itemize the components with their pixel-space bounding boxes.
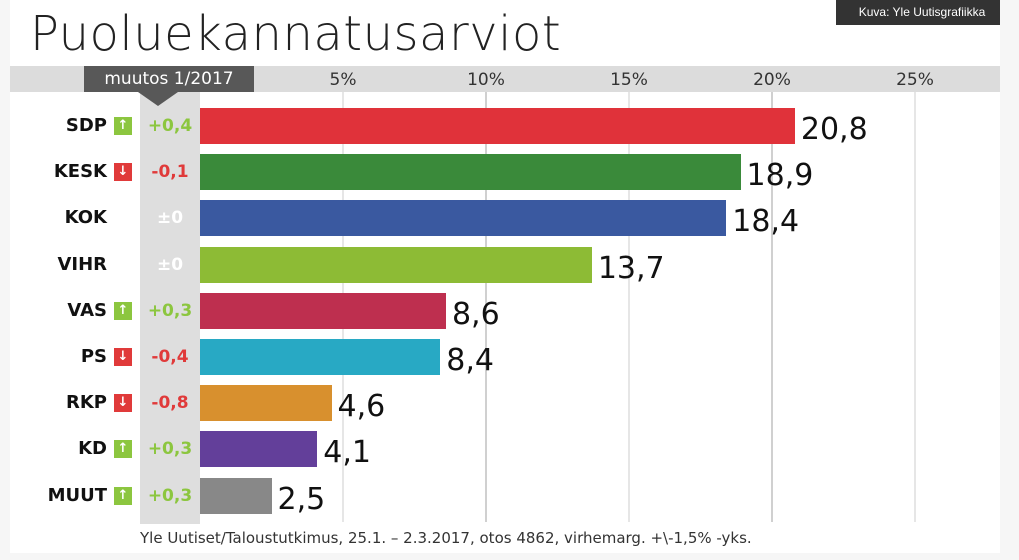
change-value: -0,8 bbox=[151, 393, 189, 414]
change-value: +0,3 bbox=[147, 439, 193, 460]
party-label: SDP bbox=[65, 115, 107, 136]
party-label: RKP bbox=[65, 392, 107, 414]
arrow-down-icon: ↓ bbox=[114, 394, 132, 413]
change-value: ±0 bbox=[156, 208, 184, 229]
value-label: 13,7 bbox=[597, 250, 665, 286]
value-label: 18,9 bbox=[746, 158, 814, 194]
value-label: 20,8 bbox=[800, 112, 868, 147]
party-label: KESK bbox=[53, 161, 107, 183]
gridline bbox=[628, 92, 630, 522]
gridline bbox=[485, 92, 487, 522]
x-tick-label: 15% bbox=[610, 70, 648, 90]
change-value: +0,3 bbox=[147, 300, 193, 321]
bar bbox=[200, 246, 592, 283]
bar bbox=[200, 431, 318, 468]
party-label: VAS bbox=[67, 299, 107, 321]
arrow-down-icon: ↓ bbox=[114, 163, 132, 182]
arrow-up-icon: ↑ bbox=[114, 301, 132, 320]
arrow-up-icon: ↑ bbox=[114, 486, 132, 505]
change-header-pointer bbox=[138, 92, 178, 106]
source-note: Yle Uutiset/Taloustutkimus, 25.1. – 2.3.… bbox=[140, 529, 752, 547]
value-label: 2,5 bbox=[277, 481, 326, 517]
value-label: 18,4 bbox=[732, 204, 800, 240]
party-label: KD bbox=[78, 438, 107, 460]
change-column bbox=[140, 92, 200, 524]
value-label: 4,1 bbox=[323, 435, 371, 471]
value-label: 8,4 bbox=[446, 343, 494, 378]
arrow-up-icon: ↑ bbox=[114, 440, 132, 459]
bar bbox=[200, 339, 441, 375]
party-label: PS bbox=[80, 346, 107, 367]
chart-card: Puoluekannatusarviot Kuva: Yle Uutisgraf… bbox=[10, 0, 1000, 553]
change-value: -0,1 bbox=[151, 162, 189, 183]
party-label: MUUT bbox=[47, 484, 107, 506]
bar bbox=[200, 477, 272, 514]
gridline bbox=[771, 92, 773, 522]
image-credit: Kuva: Yle Uutisgrafiikka bbox=[836, 0, 1000, 25]
chart-title: Puoluekannatusarviot bbox=[30, 6, 562, 62]
value-label: 8,6 bbox=[451, 296, 500, 332]
x-tick-label: 5% bbox=[329, 70, 357, 90]
x-tick-label: 25% bbox=[896, 70, 934, 90]
x-tick-label: 10% bbox=[467, 70, 505, 90]
bar bbox=[200, 154, 741, 191]
value-label: 4,6 bbox=[337, 389, 386, 425]
bar bbox=[200, 292, 446, 329]
change-value: -0,4 bbox=[151, 347, 189, 367]
arrow-down-icon: ↓ bbox=[114, 348, 132, 366]
change-header: muutos 1/2017 bbox=[84, 66, 254, 92]
x-tick-label: 20% bbox=[753, 70, 791, 90]
change-value: +0,4 bbox=[147, 116, 193, 136]
change-value: ±0 bbox=[156, 254, 184, 275]
bar bbox=[200, 200, 727, 237]
gridline bbox=[914, 92, 916, 522]
bar bbox=[200, 385, 332, 422]
party-label: VIHR bbox=[57, 253, 107, 275]
bar bbox=[200, 108, 795, 144]
arrow-up-icon: ↑ bbox=[114, 117, 132, 135]
change-value: +0,3 bbox=[147, 485, 193, 506]
party-label: KOK bbox=[64, 207, 107, 229]
